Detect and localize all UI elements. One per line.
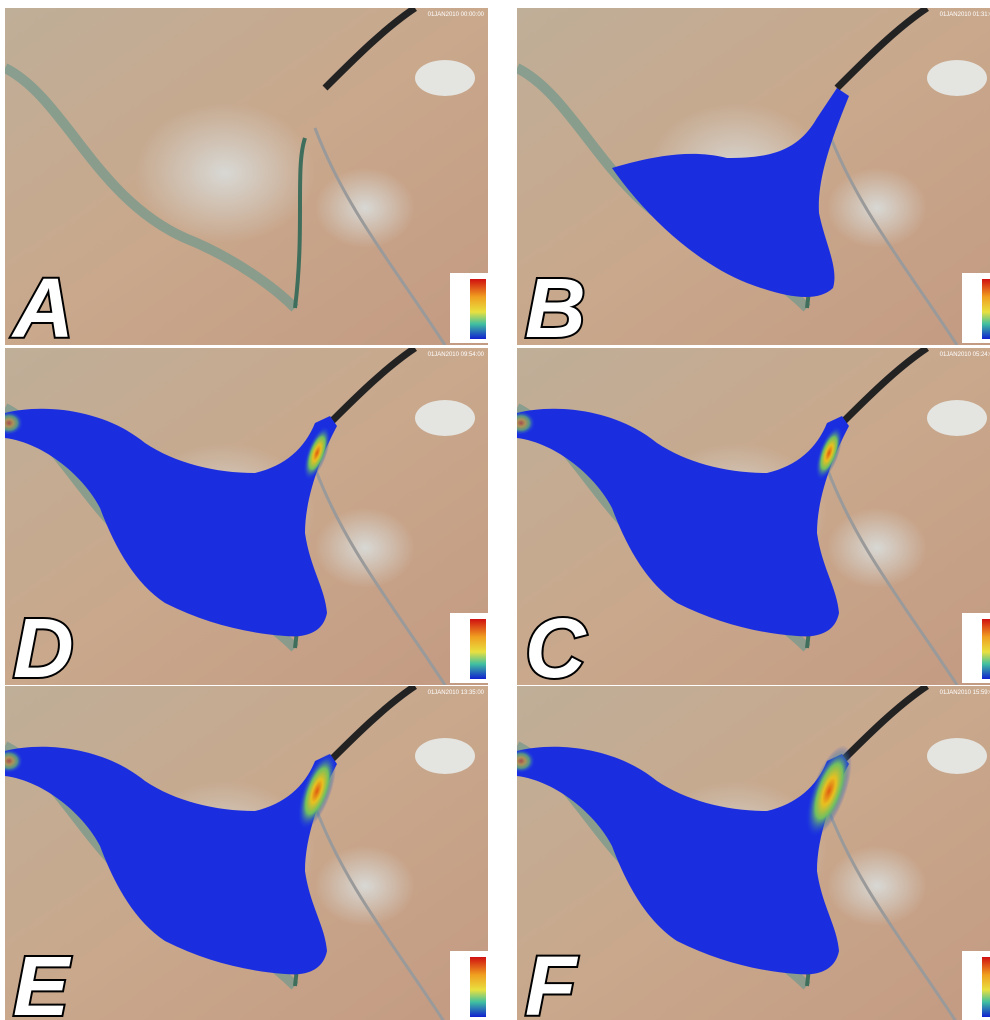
panel-label: E [13,939,72,1020]
map-panel: 01JAN2010 13:35:00 E [0,686,488,1020]
timestamp: 01JAN2010 15:59:00 [940,690,990,696]
map-panel: 01JAN2010 15:59:00 F [507,686,990,1020]
inflow-hotspot [507,411,535,435]
timestamp: 01JAN2010 00:00:00 [428,12,485,18]
quarry [927,738,987,774]
timestamp: 01JAN2010 05:24:00 [940,352,990,358]
colorbar [982,619,990,679]
map-panel: 01JAN2010 01:31:00 B [517,8,990,355]
quarry [927,400,987,436]
colorbar [470,619,486,679]
panel-content: 01JAN2010 05:24:00 C [507,348,990,695]
panel-content: 01JAN2010 01:31:00 B [517,8,990,355]
panel-content: 01JAN2010 13:35:00 E [0,686,488,1020]
map-panel: 01JAN2010 05:24:00 C [507,348,990,695]
panel-content: 01JAN2010 15:59:00 F [507,686,990,1020]
panel-content: 01JAN2010 00:00:00 A [5,8,488,355]
urban-area [827,168,927,248]
colorbar [982,279,990,339]
inflow-hotspot [507,749,535,773]
panel-label: B [525,261,586,355]
quarry [415,400,475,436]
colorbar [982,957,990,1017]
urban-area [827,846,927,926]
urban-area [315,846,415,926]
panel-label: F [525,939,579,1020]
panel-label: D [13,601,74,695]
timestamp: 01JAN2010 01:31:00 [940,12,990,18]
panel-label: C [525,601,587,695]
timestamp: 01JAN2010 09:54:00 [428,352,485,358]
colorbar [470,279,486,339]
quarry [415,738,475,774]
urban-area [315,508,415,588]
panel-content: 01JAN2010 09:54:00 D [0,348,488,695]
urban-area [827,508,927,588]
map-panel: 01JAN2010 00:00:00 A [5,8,488,355]
figure: 01JAN2010 00:00:00A01JAN2010 01:31:00B01… [0,0,990,1020]
quarry [927,60,987,96]
map-panel: 01JAN2010 09:54:00 D [0,348,488,695]
quarry [415,60,475,96]
urban-area [315,168,415,248]
panel-label: A [11,261,74,355]
colorbar [470,957,486,1017]
timestamp: 01JAN2010 13:35:00 [428,690,485,696]
